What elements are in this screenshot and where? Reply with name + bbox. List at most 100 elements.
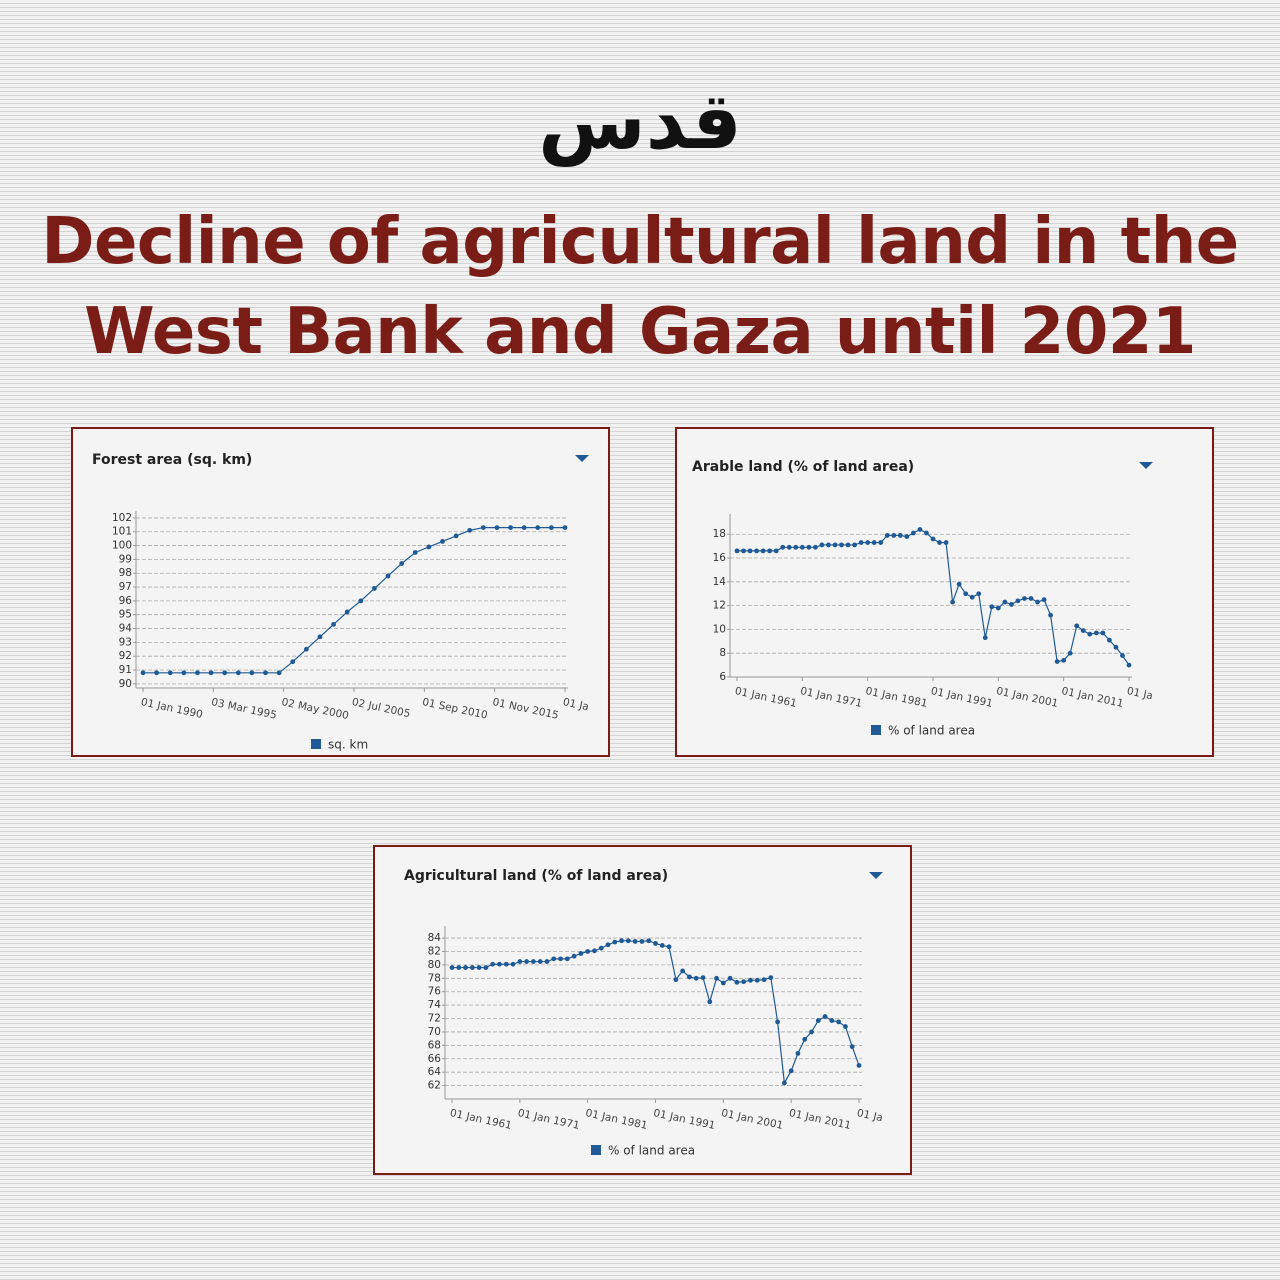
point bbox=[659, 943, 665, 948]
point bbox=[871, 540, 877, 545]
y-tick-label: 10 bbox=[713, 623, 726, 635]
legend-swatch bbox=[311, 739, 321, 749]
point bbox=[788, 1068, 794, 1074]
chart: Agricultural land (% of land area) 62 6466… bbox=[404, 868, 884, 1158]
x-tick-label: 01 Jan 1961 bbox=[734, 685, 798, 710]
point bbox=[969, 594, 975, 600]
point bbox=[453, 533, 459, 539]
point bbox=[843, 1024, 848, 1029]
point bbox=[707, 999, 713, 1005]
point bbox=[440, 539, 445, 544]
x-tick-label: 01 Ja bbox=[856, 1107, 884, 1124]
point bbox=[982, 635, 988, 641]
y-tick-label: 92 bbox=[119, 650, 132, 662]
dropdown[interactable] bbox=[869, 872, 883, 879]
point bbox=[829, 1018, 835, 1023]
point bbox=[1126, 662, 1132, 668]
x-tick-label: 01 Sep 2010 bbox=[421, 696, 489, 722]
point bbox=[1120, 653, 1125, 658]
point bbox=[773, 548, 779, 554]
point bbox=[598, 945, 604, 951]
point bbox=[1054, 659, 1060, 664]
point bbox=[551, 956, 557, 962]
chart-panel: Forest area (sq. km) 90 91 92 93 94 95 96 97 98 99… bbox=[71, 427, 610, 757]
y-tick-label: 96 bbox=[119, 595, 133, 607]
point bbox=[480, 525, 486, 530]
x-tick-label: 01 Jan 2011 bbox=[788, 1107, 852, 1132]
legend-label: sq. km bbox=[328, 738, 368, 752]
point bbox=[585, 949, 591, 954]
point bbox=[1107, 637, 1112, 643]
chart-title: Forest area (sq. km) bbox=[92, 452, 252, 468]
point bbox=[508, 525, 513, 530]
point bbox=[839, 542, 844, 548]
headline: Decline of agricultural land in the bbox=[41, 205, 1239, 279]
point bbox=[449, 965, 455, 970]
point bbox=[1035, 599, 1040, 605]
point bbox=[1061, 657, 1067, 663]
y-tick-label: 74 bbox=[428, 999, 442, 1011]
point bbox=[195, 670, 200, 676]
point bbox=[564, 956, 570, 962]
y-tick-label: 70 bbox=[428, 1026, 441, 1038]
y-tick-label: 98 bbox=[119, 567, 132, 579]
point bbox=[795, 1051, 801, 1056]
dropdown[interactable] bbox=[1139, 462, 1153, 469]
x-tick-label: 01 Jan 1991 bbox=[652, 1107, 716, 1132]
dropdown[interactable] bbox=[575, 455, 589, 462]
point bbox=[494, 525, 500, 530]
point bbox=[562, 525, 568, 530]
point bbox=[358, 598, 364, 604]
point bbox=[822, 1014, 828, 1019]
x-tick-label: 02 May 2000 bbox=[280, 696, 349, 722]
point bbox=[412, 550, 418, 555]
point bbox=[924, 530, 929, 536]
point bbox=[673, 977, 679, 983]
x-tick-label: 01 Jan 1961 bbox=[449, 1107, 513, 1132]
point bbox=[558, 956, 563, 962]
point bbox=[700, 975, 706, 981]
point bbox=[930, 536, 936, 542]
point bbox=[317, 634, 323, 640]
point bbox=[734, 979, 740, 985]
x-tick-label: 01 Jan 1981 bbox=[584, 1107, 648, 1132]
point bbox=[535, 525, 541, 530]
chart: Arable land (% of land area) 6 8 10 12 14 16 18… bbox=[692, 459, 1154, 738]
point bbox=[517, 959, 523, 964]
point bbox=[720, 980, 726, 986]
point bbox=[767, 548, 773, 554]
point bbox=[167, 670, 173, 676]
point bbox=[956, 581, 962, 587]
point bbox=[878, 540, 884, 545]
x-tick-label: 01 Ja bbox=[562, 696, 590, 713]
point bbox=[1015, 598, 1021, 604]
y-tick-label: 95 bbox=[119, 609, 132, 621]
point bbox=[819, 542, 825, 548]
y-tick-label: 76 bbox=[428, 986, 442, 998]
point bbox=[813, 544, 818, 550]
point bbox=[463, 965, 468, 970]
y-tick-label: 101 bbox=[112, 526, 132, 538]
y-tick-label: 90 bbox=[119, 678, 132, 690]
point bbox=[754, 977, 760, 983]
point bbox=[1100, 630, 1106, 636]
y-tick-label: 72 bbox=[428, 1013, 441, 1025]
point bbox=[1093, 630, 1099, 636]
chart-panel: Arable land (% of land area) 6 8 10 12 14 16 18… bbox=[675, 427, 1214, 757]
point bbox=[331, 621, 336, 627]
headline: West Bank and Gaza until 2021 bbox=[84, 295, 1196, 369]
point bbox=[865, 540, 871, 545]
point bbox=[426, 544, 432, 550]
y-tick-label: 18 bbox=[713, 528, 726, 540]
point bbox=[734, 548, 740, 554]
point bbox=[1002, 599, 1008, 605]
point bbox=[544, 959, 550, 964]
y-tick-label: 12 bbox=[713, 600, 726, 612]
point bbox=[490, 961, 496, 967]
point bbox=[249, 670, 255, 676]
x-tick-label: 01 Jan 1991 bbox=[930, 685, 994, 710]
point bbox=[1074, 623, 1080, 629]
point bbox=[786, 544, 792, 550]
